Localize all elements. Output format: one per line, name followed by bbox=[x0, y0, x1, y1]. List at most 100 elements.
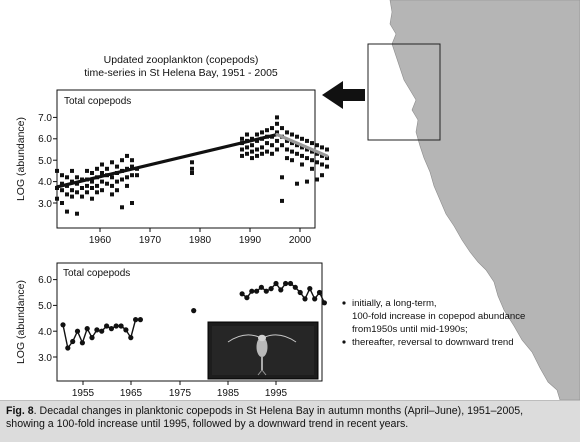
top-chart-point bbox=[245, 145, 249, 150]
top-chart-point bbox=[315, 151, 319, 156]
top-chart-point bbox=[190, 171, 194, 175]
top-chart-point bbox=[325, 164, 329, 169]
top-chart-point bbox=[310, 141, 314, 146]
y-tick-label: 3.0 bbox=[38, 353, 52, 364]
top-chart-point bbox=[260, 145, 264, 150]
top-chart-point bbox=[100, 179, 104, 184]
top-chart-point bbox=[55, 196, 59, 201]
top-chart-panel-label: Total copepods bbox=[64, 96, 131, 107]
top-chart-point bbox=[135, 173, 139, 178]
top-chart-point bbox=[120, 177, 124, 182]
x-tick-label: 1960 bbox=[89, 235, 112, 246]
x-tick-label: 1995 bbox=[265, 388, 288, 399]
top-chart-point bbox=[95, 166, 99, 171]
copepod-tail-fork bbox=[257, 369, 267, 376]
top-chart-point bbox=[300, 136, 304, 141]
bottom-chart-point bbox=[297, 289, 303, 296]
top-chart-point bbox=[255, 147, 259, 152]
top-chart-point bbox=[265, 149, 269, 154]
top-chart-point bbox=[285, 147, 289, 152]
bottom-chart-point bbox=[84, 326, 90, 332]
top-chart-point bbox=[100, 162, 104, 167]
top-chart-point bbox=[295, 151, 299, 156]
top-chart-point bbox=[295, 181, 299, 186]
bullet-dot bbox=[342, 301, 346, 305]
top-chart-point bbox=[320, 145, 324, 150]
bullet-dot bbox=[342, 340, 346, 344]
copepod-antenna-left bbox=[227, 334, 260, 343]
copepod-head bbox=[258, 334, 266, 342]
y-tick-label: 5.0 bbox=[38, 156, 52, 167]
top-chart-point bbox=[85, 190, 89, 195]
top-chart-point bbox=[125, 153, 129, 158]
top-chart-point bbox=[95, 190, 99, 195]
bottom-chart-point bbox=[287, 280, 294, 287]
top-chart-point bbox=[255, 132, 259, 137]
top-chart-point bbox=[65, 209, 69, 214]
top-chart-point bbox=[295, 134, 299, 139]
top-chart-point bbox=[275, 138, 279, 143]
top-chart-point bbox=[95, 183, 99, 188]
y-tick-label: 4.0 bbox=[38, 327, 52, 338]
y-tick-label: 3.0 bbox=[38, 199, 52, 210]
top-chart-point bbox=[85, 168, 89, 173]
figure-caption: Fig. 8. Decadal changes in planktonic co… bbox=[0, 400, 580, 442]
top-chart-point bbox=[70, 188, 74, 193]
top-chart-point bbox=[240, 153, 244, 158]
top-chart-point bbox=[310, 158, 314, 163]
top-chart-point bbox=[265, 141, 269, 146]
bottom-chart-point bbox=[133, 317, 139, 323]
bottom-chart-point bbox=[128, 335, 134, 341]
top-chart-point bbox=[290, 158, 294, 163]
top-chart-point bbox=[85, 183, 89, 188]
bullet-1-line-3: from1950s until mid-1990s; bbox=[352, 324, 468, 335]
top-chart-point bbox=[130, 173, 134, 178]
top-chart-point bbox=[325, 156, 329, 161]
top-chart-point bbox=[90, 179, 94, 184]
top-chart-point bbox=[275, 130, 279, 135]
top-chart-point bbox=[250, 136, 254, 141]
bottom-chart-point bbox=[283, 280, 289, 287]
top-chart-point bbox=[130, 201, 134, 205]
top-chart-point bbox=[75, 175, 79, 180]
bottom-chart-point bbox=[268, 286, 274, 292]
bottom-chart-point bbox=[113, 323, 119, 329]
header-line-2: time-series in St Helena Bay, 1951 - 200… bbox=[84, 67, 278, 79]
summary-bullets: initially, a long-term, 100-fold increas… bbox=[342, 298, 525, 348]
bottom-chart-point bbox=[70, 338, 76, 345]
top-chart-point bbox=[265, 128, 269, 133]
top-chart-point bbox=[60, 188, 64, 193]
top-chart-point bbox=[65, 192, 69, 197]
top-chart-point bbox=[295, 143, 299, 148]
bullet-1-line-2: 100-fold increase in copepod abundance bbox=[352, 311, 525, 322]
top-chart-point bbox=[310, 166, 314, 171]
top-chart-point bbox=[320, 162, 324, 167]
top-chart-point bbox=[305, 156, 309, 161]
top-chart-point bbox=[250, 149, 254, 154]
top-chart-x-ticks: 1960 1970 1980 1990 2000 bbox=[89, 228, 312, 246]
copepod-photo bbox=[207, 321, 319, 380]
x-tick-label: 2000 bbox=[289, 235, 312, 246]
bottom-chart-x-ticks: 1955 1965 1975 1985 1995 bbox=[72, 381, 288, 399]
top-chart-point bbox=[300, 162, 304, 167]
top-chart-point bbox=[285, 138, 289, 143]
bottom-chart-point bbox=[321, 300, 327, 306]
top-chart-point bbox=[105, 181, 109, 186]
top-chart-point bbox=[75, 211, 79, 216]
copepod-body bbox=[256, 337, 268, 357]
top-chart-point bbox=[115, 164, 119, 169]
top-chart-point bbox=[110, 192, 114, 197]
top-chart-point bbox=[290, 132, 294, 137]
top-chart-point bbox=[245, 151, 249, 156]
top-chart-point bbox=[190, 166, 194, 171]
top-chart-y-ticks: 7.0 6.0 5.0 4.0 3.0 bbox=[38, 113, 57, 210]
top-chart-point bbox=[290, 149, 294, 154]
top-chart-point bbox=[280, 143, 284, 148]
y-tick-label: 6.0 bbox=[38, 275, 52, 286]
map-inset bbox=[322, 0, 580, 401]
top-chart-point bbox=[60, 173, 64, 178]
top-chart-point bbox=[110, 160, 114, 165]
top-chart-point bbox=[240, 147, 244, 152]
coastline-land bbox=[389, 0, 580, 401]
top-chart-point bbox=[80, 194, 84, 199]
